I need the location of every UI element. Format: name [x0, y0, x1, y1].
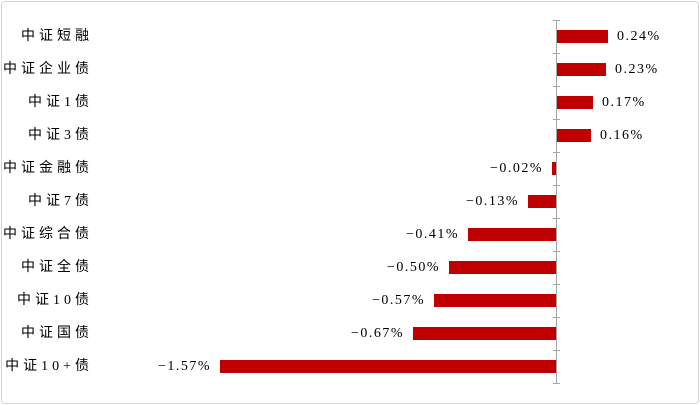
- tick-mark: [553, 53, 560, 54]
- category-label: 中证10债: [17, 293, 93, 308]
- value-label: −0.50%: [386, 260, 440, 275]
- tick-mark: [553, 20, 560, 21]
- bar: [557, 129, 591, 142]
- category-label: 中证10+债: [5, 359, 93, 374]
- value-label: 0.17%: [602, 95, 646, 110]
- bar: [552, 162, 556, 175]
- bar-row: 中证企业债 0.23%: [0, 53, 700, 86]
- tick-mark: [553, 284, 560, 285]
- bar-row: 中证1债 0.17%: [0, 86, 700, 119]
- value-label: −0.57%: [371, 293, 425, 308]
- bar-row: 中证10债 −0.57%: [0, 284, 700, 317]
- bar-row: 中证7债 −0.13%: [0, 185, 700, 218]
- value-label: −1.57%: [157, 359, 211, 374]
- category-label: 中证1债: [28, 95, 93, 110]
- value-label: 0.23%: [615, 62, 659, 77]
- tick-mark: [553, 317, 560, 318]
- category-label: 中证短融: [21, 29, 93, 44]
- tick-mark: [553, 350, 560, 351]
- tick-mark: [553, 119, 560, 120]
- bar-row: 中证综合债 −0.41%: [0, 218, 700, 251]
- bar-row: 中证3债 0.16%: [0, 119, 700, 152]
- bar-row: 中证短融 0.24%: [0, 20, 700, 53]
- bar: [557, 63, 606, 76]
- tick-mark: [553, 218, 560, 219]
- bar: [557, 30, 608, 43]
- bar: [449, 261, 556, 274]
- tick-mark: [553, 185, 560, 186]
- bar: [434, 294, 556, 307]
- value-label: 0.16%: [600, 128, 644, 143]
- value-label: −0.02%: [489, 161, 543, 176]
- tick-mark: [553, 251, 560, 252]
- tick-mark: [553, 86, 560, 87]
- category-label: 中证7债: [28, 194, 93, 209]
- category-label: 中证金融债: [3, 161, 93, 176]
- bar-row: 中证全债 −0.50%: [0, 251, 700, 284]
- tick-mark: [553, 383, 560, 384]
- bar-row: 中证国债 −0.67%: [0, 317, 700, 350]
- category-label: 中证国债: [21, 326, 93, 341]
- bar-row: 中证金融债 −0.02%: [0, 152, 700, 185]
- value-label: 0.24%: [617, 29, 661, 44]
- bar: [468, 228, 556, 241]
- category-label: 中证企业债: [3, 62, 93, 77]
- value-label: −0.13%: [465, 194, 519, 209]
- tick-mark: [553, 152, 560, 153]
- bar: [413, 327, 556, 340]
- value-label: −0.41%: [405, 227, 459, 242]
- value-label: −0.67%: [350, 326, 404, 341]
- category-label: 中证3债: [28, 128, 93, 143]
- category-label: 中证全债: [21, 260, 93, 275]
- bar: [528, 195, 556, 208]
- bar-row: 中证10+债 −1.57%: [0, 350, 700, 383]
- value-axis-line: [556, 20, 557, 383]
- category-label: 中证综合债: [3, 227, 93, 242]
- bar: [220, 360, 556, 373]
- bar: [557, 96, 593, 109]
